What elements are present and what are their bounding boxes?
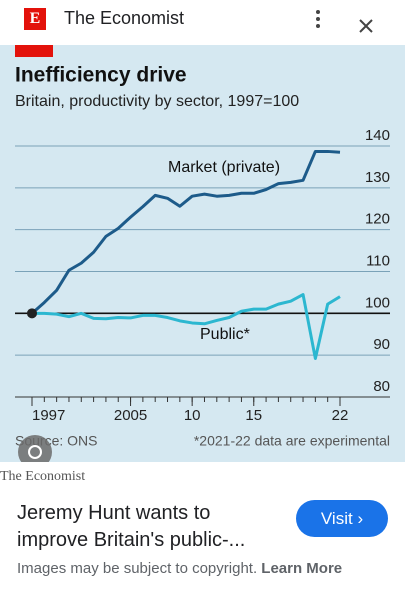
lens-icon-glyph [28,445,42,459]
x-tick-label: 2005 [114,407,147,424]
learn-more-link[interactable]: Learn More [261,560,343,577]
series-label: Public* [200,326,250,343]
y-tick-label: 90 [373,336,390,353]
brand-tag [15,45,53,57]
site-logo: E [24,8,46,30]
copyright-notice: Images may be subject to copyright. Lear… [17,558,367,579]
chart-title: Inefficiency drive [15,64,187,87]
y-tick-label: 80 [373,378,390,395]
chart-background [0,45,405,462]
y-tick-label: 140 [365,127,390,144]
notice-text: Images may be subject to copyright. [17,560,258,577]
lens-icon[interactable] [18,435,52,462]
caption-source: The Economist [0,469,86,484]
start-point [27,308,37,319]
chart-subtitle: Britain, productivity by sector, 1997=10… [15,93,299,110]
x-tick-label: 22 [332,407,349,424]
note: *2021-22 data are experimental [194,433,390,449]
y-tick-label: 120 [365,211,390,228]
menu-button[interactable] [308,8,328,30]
y-tick-label: 110 [366,252,390,269]
series-label: Market (private) [168,159,280,176]
visit-chevron: › [357,509,364,528]
caption-title[interactable]: Jeremy Hunt wants to improve Britain's p… [17,502,246,551]
series-line [31,149,341,315]
top-bar: E The Economist [0,0,405,45]
close-button[interactable] [358,18,374,34]
x-tick-label: 10 [184,407,201,424]
x-tick-label: 1997 [32,407,65,424]
site-name: The Economist [64,8,185,28]
y-tick-label: 100 [365,294,390,311]
x-tick-label: 15 [245,407,262,424]
visit-label: Visit [320,509,353,528]
chart: Inefficiency drive Britain, productivity… [0,45,405,462]
series-line [32,293,341,361]
y-tick-label: 130 [365,169,390,186]
visit-button[interactable]: Visit › [296,500,388,537]
